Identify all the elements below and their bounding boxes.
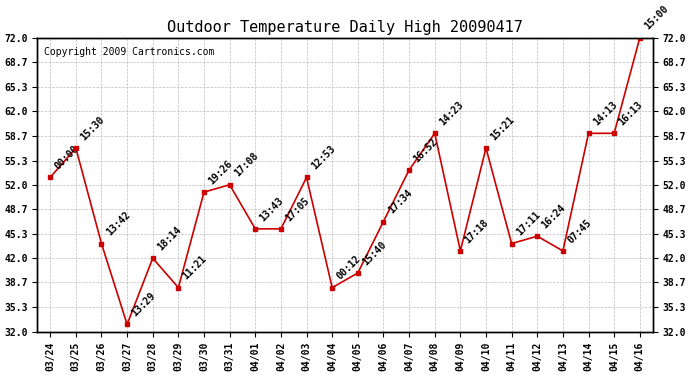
Text: 17:18: 17:18 — [463, 217, 491, 245]
Text: 16:24: 16:24 — [540, 202, 568, 230]
Text: 16:52: 16:52 — [412, 136, 440, 164]
Text: 15:40: 15:40 — [360, 239, 388, 267]
Text: 16:13: 16:13 — [617, 100, 644, 128]
Text: 11:21: 11:21 — [181, 254, 209, 282]
Text: 17:05: 17:05 — [284, 195, 311, 223]
Text: 12:53: 12:53 — [309, 144, 337, 171]
Text: Copyright 2009 Cartronics.com: Copyright 2009 Cartronics.com — [43, 46, 214, 57]
Text: 00:00: 00:00 — [52, 144, 81, 171]
Text: 14:23: 14:23 — [437, 100, 465, 128]
Text: 15:00: 15:00 — [642, 4, 670, 32]
Text: 19:26: 19:26 — [206, 158, 235, 186]
Text: 07:45: 07:45 — [565, 217, 593, 245]
Text: 15:21: 15:21 — [489, 114, 516, 142]
Text: 17:11: 17:11 — [514, 210, 542, 238]
Title: Outdoor Temperature Daily High 20090417: Outdoor Temperature Daily High 20090417 — [167, 20, 523, 35]
Text: 15:30: 15:30 — [79, 114, 106, 142]
Text: 13:29: 13:29 — [130, 291, 157, 318]
Text: 17:34: 17:34 — [386, 188, 414, 216]
Text: 13:42: 13:42 — [104, 210, 132, 238]
Text: 13:43: 13:43 — [258, 195, 286, 223]
Text: 18:14: 18:14 — [155, 225, 183, 252]
Text: 14:13: 14:13 — [591, 100, 619, 128]
Text: 00:12: 00:12 — [335, 254, 362, 282]
Text: 17:08: 17:08 — [233, 151, 260, 179]
